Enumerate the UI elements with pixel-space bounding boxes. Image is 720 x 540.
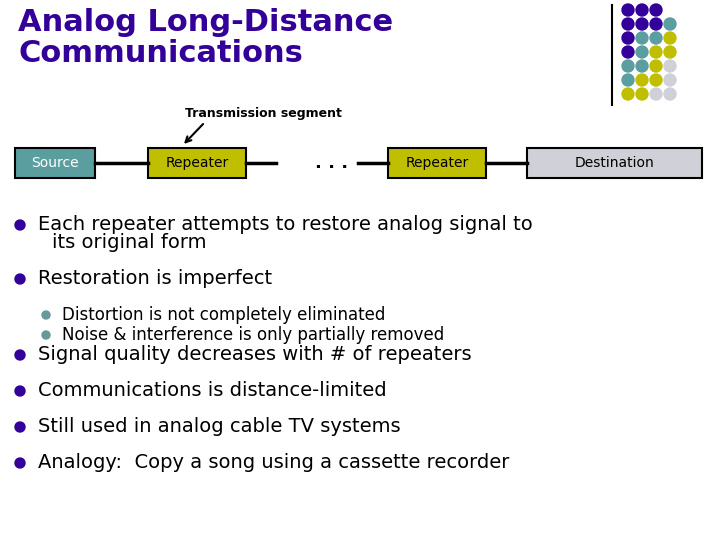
Text: its original form: its original form <box>52 233 207 253</box>
Circle shape <box>650 88 662 100</box>
Text: Distortion is not completely eliminated: Distortion is not completely eliminated <box>62 306 385 324</box>
Circle shape <box>664 18 676 30</box>
Circle shape <box>622 18 634 30</box>
Bar <box>15 148 95 178</box>
Circle shape <box>650 18 662 30</box>
Circle shape <box>15 422 25 432</box>
Circle shape <box>622 4 634 16</box>
Text: Noise & interference is only partially removed: Noise & interference is only partially r… <box>62 326 444 344</box>
Circle shape <box>636 32 648 44</box>
Circle shape <box>636 60 648 72</box>
Circle shape <box>664 46 676 58</box>
Text: Destination: Destination <box>575 156 654 170</box>
Circle shape <box>664 60 676 72</box>
Bar <box>148 148 246 178</box>
Circle shape <box>636 4 648 16</box>
Text: . . .: . . . <box>315 154 348 172</box>
Text: Analog Long-Distance
Communications: Analog Long-Distance Communications <box>18 8 393 68</box>
Circle shape <box>664 88 676 100</box>
Text: Source: Source <box>31 156 78 170</box>
FancyArrowPatch shape <box>186 124 203 143</box>
Text: Signal quality decreases with # of repeaters: Signal quality decreases with # of repea… <box>38 346 472 365</box>
Text: Repeater: Repeater <box>405 156 469 170</box>
Text: Transmission segment: Transmission segment <box>185 107 342 120</box>
Circle shape <box>15 350 25 360</box>
Circle shape <box>15 458 25 468</box>
Text: Analogy:  Copy a song using a cassette recorder: Analogy: Copy a song using a cassette re… <box>38 454 509 472</box>
Circle shape <box>622 46 634 58</box>
Circle shape <box>15 220 25 230</box>
Circle shape <box>664 32 676 44</box>
Circle shape <box>636 18 648 30</box>
Circle shape <box>650 74 662 86</box>
Circle shape <box>42 331 50 339</box>
Circle shape <box>15 274 25 284</box>
Circle shape <box>636 74 648 86</box>
Text: Still used in analog cable TV systems: Still used in analog cable TV systems <box>38 417 400 436</box>
Circle shape <box>622 60 634 72</box>
Circle shape <box>650 4 662 16</box>
Text: Repeater: Repeater <box>166 156 229 170</box>
Circle shape <box>42 311 50 319</box>
Bar <box>388 148 486 178</box>
Text: Communications is distance-limited: Communications is distance-limited <box>38 381 387 401</box>
Text: Restoration is imperfect: Restoration is imperfect <box>38 269 272 288</box>
Circle shape <box>636 46 648 58</box>
Circle shape <box>664 74 676 86</box>
Bar <box>527 148 702 178</box>
Circle shape <box>15 386 25 396</box>
Circle shape <box>622 74 634 86</box>
Circle shape <box>650 32 662 44</box>
Circle shape <box>650 46 662 58</box>
Text: Each repeater attempts to restore analog signal to: Each repeater attempts to restore analog… <box>38 215 533 234</box>
Circle shape <box>636 88 648 100</box>
Circle shape <box>622 32 634 44</box>
Circle shape <box>650 60 662 72</box>
Circle shape <box>622 88 634 100</box>
